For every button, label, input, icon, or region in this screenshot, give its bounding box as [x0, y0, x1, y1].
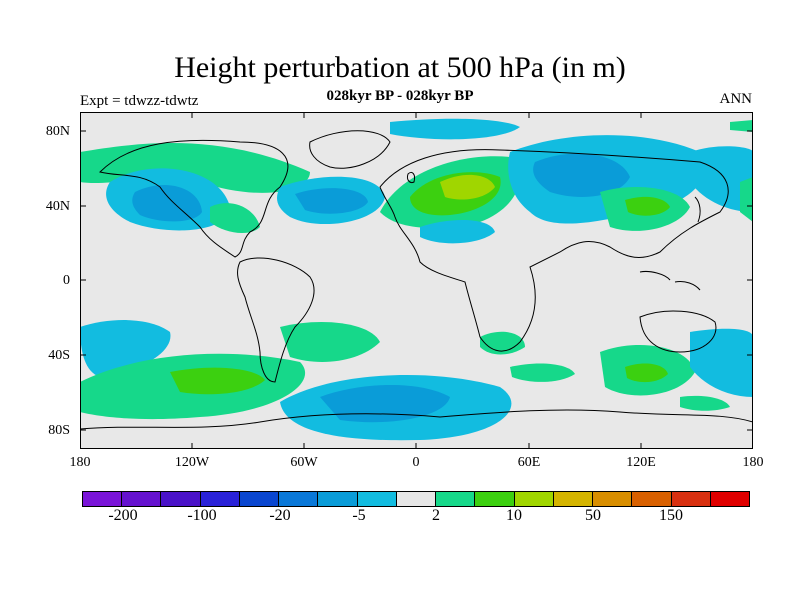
colorbar-swatch — [632, 492, 672, 506]
colorbar — [82, 491, 750, 507]
colorbar-swatch — [710, 492, 749, 506]
colorbar-label: -200 — [108, 507, 138, 524]
contour-fields — [80, 118, 753, 441]
contour-blue-arctic — [390, 118, 520, 140]
contour-green-arctic-right — [730, 120, 753, 132]
season-label: ANN — [719, 91, 753, 107]
lon-label-120e: 120E — [626, 455, 656, 470]
coast-greenland — [309, 130, 391, 169]
contour-green-edge — [740, 177, 753, 222]
experiment-label: Expt = tdwzz-tdwtz — [80, 93, 199, 109]
colorbar-swatch — [83, 492, 123, 506]
contour-green-sio — [510, 363, 575, 382]
contour-green-npac — [80, 143, 310, 193]
lon-label-60e: 60E — [517, 455, 541, 470]
lat-label-40s: 40S — [48, 348, 70, 363]
coast-antarctica — [80, 409, 753, 430]
lat-label-40n: 40N — [45, 199, 70, 214]
colorbar-label: 150 — [659, 507, 683, 524]
lat-label-80s: 80S — [48, 423, 70, 438]
colorbar-swatch — [671, 492, 711, 506]
contour-blue-aus — [690, 328, 753, 397]
contour-yellow-europe — [440, 174, 495, 200]
lon-label-180e: 180 — [742, 455, 764, 470]
plot-subtitle: 028kyr BP - 028kyr BP — [326, 88, 474, 104]
colorbar-swatch — [514, 492, 554, 506]
contour-lime-spac — [170, 367, 265, 395]
colorbar-swatch — [593, 492, 633, 506]
contour-green-ant-right — [680, 395, 730, 411]
contour-lime-io — [625, 363, 668, 383]
lat-label-0: 0 — [63, 273, 70, 288]
contour-blue-spac — [80, 320, 171, 377]
lon-label-120w: 120W — [174, 455, 210, 470]
colorbar-label: 50 — [585, 507, 601, 524]
colorbar-label: 10 — [506, 507, 522, 524]
contour-blue-natl-core — [295, 188, 368, 214]
colorbar-swatch — [200, 492, 240, 506]
colorbar-swatch — [122, 492, 162, 506]
colorbar-swatch — [396, 492, 437, 506]
contour-blue-so-core — [320, 384, 450, 423]
plot-title: Height perturbation at 500 hPa (in m) — [174, 51, 626, 84]
contour-green-satl — [480, 331, 525, 355]
colorbar-label: 2 — [432, 507, 440, 524]
lon-label-60w: 60W — [290, 455, 318, 470]
coastlines — [80, 130, 753, 430]
contour-green-spac2 — [280, 322, 380, 362]
colorbar-swatch — [475, 492, 515, 506]
colorbar-swatch — [318, 492, 358, 506]
coast-indonesia — [639, 271, 701, 291]
coast-australia — [639, 310, 717, 353]
coast-africa-eurasia — [379, 149, 729, 352]
colorbar-swatch — [239, 492, 280, 506]
colorbar-label: -20 — [269, 507, 291, 524]
contour-lime-easia — [625, 196, 670, 216]
contour-green-america — [210, 203, 260, 234]
colorbar-label: -5 — [352, 507, 366, 524]
coast-uk — [407, 171, 415, 183]
colorbar-swatch — [161, 492, 201, 506]
contour-blue-ne — [690, 146, 753, 212]
coast-south-america — [237, 257, 315, 383]
coast-north-america — [99, 139, 289, 258]
contour-blue-mideast — [420, 220, 495, 244]
map-ticks — [80, 112, 753, 449]
contour-blue-asia-core — [533, 153, 630, 197]
colorbar-label: -100 — [187, 507, 217, 524]
colorbar-swatch — [553, 492, 594, 506]
colorbar-swatch — [279, 492, 319, 506]
colorbar-swatch — [357, 492, 397, 506]
world-map — [80, 112, 753, 449]
lat-label-80n: 80N — [45, 124, 70, 139]
lon-label-180w: 180 — [69, 455, 91, 470]
lon-label-0: 0 — [412, 455, 420, 470]
coast-japan — [694, 196, 701, 223]
colorbar-swatch — [436, 492, 476, 506]
